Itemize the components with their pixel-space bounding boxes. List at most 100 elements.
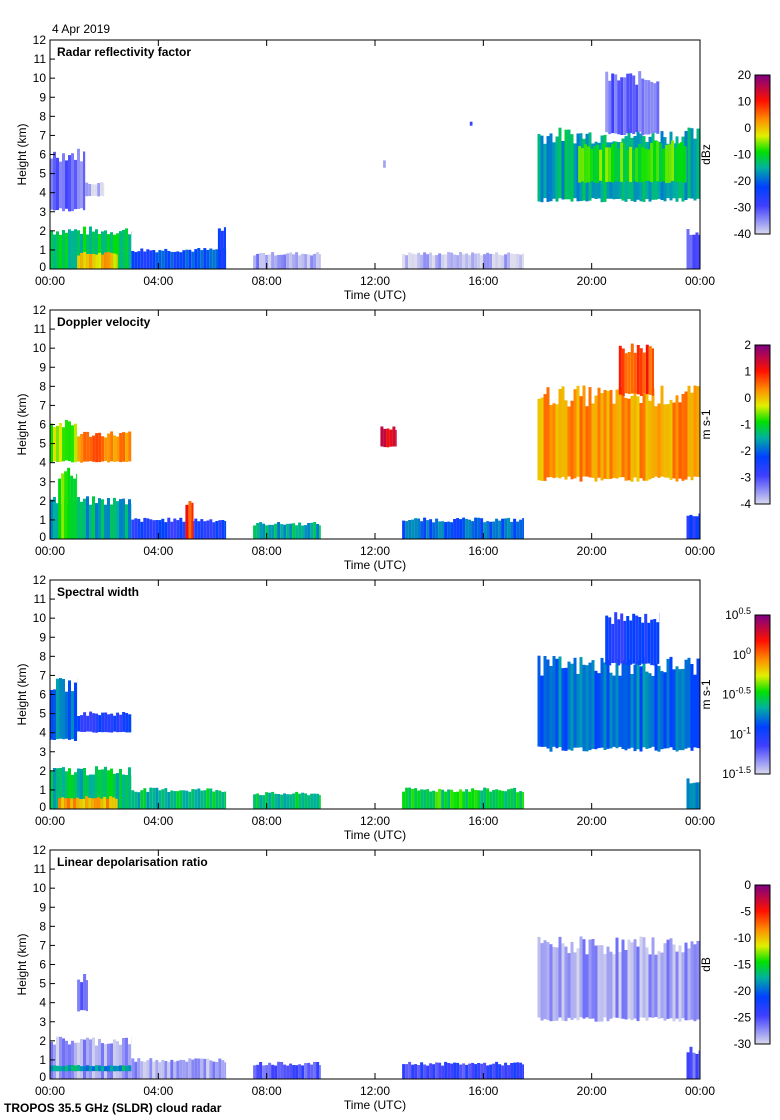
data-cell [492,254,496,269]
colorbar-band [755,375,770,377]
colorbar-band [755,432,770,434]
colorbar-band [755,214,770,216]
data-cell [310,522,314,539]
colorbar-band [755,723,770,725]
colorbar-band [755,632,770,634]
y-tick-label: 11 [34,862,47,876]
colorbar-band [755,618,770,620]
data-cell [483,1062,487,1079]
data-cell [432,255,436,269]
data-cell [86,1037,89,1079]
data-cell [62,767,65,809]
x-tick-label: 12:00 [360,814,390,828]
colorbar-band [755,447,770,449]
data-cell [119,1044,122,1079]
data-cell [125,775,128,809]
data-cell [474,1064,478,1079]
colorbar-band [755,356,770,358]
data-cell [280,254,284,269]
data-cell [265,1065,269,1079]
colorbar-band [755,940,770,942]
data-cell [692,234,696,269]
data-cell [289,794,293,809]
data-cell [693,674,697,748]
colorbar-band [755,156,770,158]
data-cell [408,520,412,539]
data-cell [686,229,690,269]
data-cell [313,522,317,539]
data-cell [641,147,645,182]
data-cell [477,790,481,809]
colorbar-band [755,1024,770,1026]
data-cell [591,660,595,749]
colorbar-band [755,642,770,644]
colorbar-band [755,199,770,201]
data-cell [85,182,89,197]
data-cell [579,396,583,482]
data-cell [50,158,53,210]
data-cell [316,524,320,539]
data-region [253,252,321,269]
data-cell [632,75,636,135]
data-cell [662,148,666,182]
colorbar-band [755,924,770,926]
data-cell [304,525,308,539]
colorbar-band [755,388,770,390]
colorbar-band [755,138,770,140]
data-cell [104,252,108,269]
data-cell [629,620,633,665]
data-cell [450,1063,454,1079]
data-cell [549,944,553,1022]
data-cell [639,348,643,396]
data-cell [624,950,628,1020]
data-region [253,1061,321,1079]
data-cell [474,517,478,539]
data-cell [164,522,168,539]
data-cell [681,394,685,481]
data-cell [265,792,269,809]
colorbar-band [755,908,770,910]
data-cell [429,252,433,269]
data-cell [441,254,445,269]
data-cell [666,658,670,749]
data-cell [203,790,207,809]
data-cell [654,406,658,477]
colorbar-band [755,130,770,132]
data-cell [194,249,198,269]
colorbar-band [755,649,770,651]
colorbar-band [755,959,770,961]
colorbar-band [755,102,770,104]
data-cell [462,517,466,539]
colorbar-band [755,734,770,736]
colorbar-band [755,760,770,762]
data-cell [182,1060,186,1079]
data-cell [623,620,627,665]
data-cell [253,1065,257,1079]
data-cell [612,954,616,1018]
data-region [131,1058,227,1079]
data-cell [635,615,639,665]
data-cell [420,1062,424,1079]
data-cell [304,793,308,809]
data-cell [489,791,493,809]
data-cell [684,942,688,1021]
data-cell [292,523,296,539]
x-tick-label: 00:00 [685,274,715,288]
colorbar-band [755,492,770,494]
data-cell [89,254,93,269]
data-cell [86,234,89,269]
data-cell [621,386,625,478]
data-cell [107,770,110,809]
data-cell [564,946,568,1022]
colorbar-band [755,635,770,637]
data-cell [513,1062,517,1079]
data-cell [155,252,159,269]
colorbar-band [755,927,770,929]
colorbar-band [755,159,770,161]
data-cell [501,255,505,269]
data-cell [56,1036,59,1079]
colorbar-band [755,469,770,471]
x-tick-label: 16:00 [468,814,498,828]
y-tick-label: 2 [39,494,46,508]
colorbar-band [755,955,770,957]
